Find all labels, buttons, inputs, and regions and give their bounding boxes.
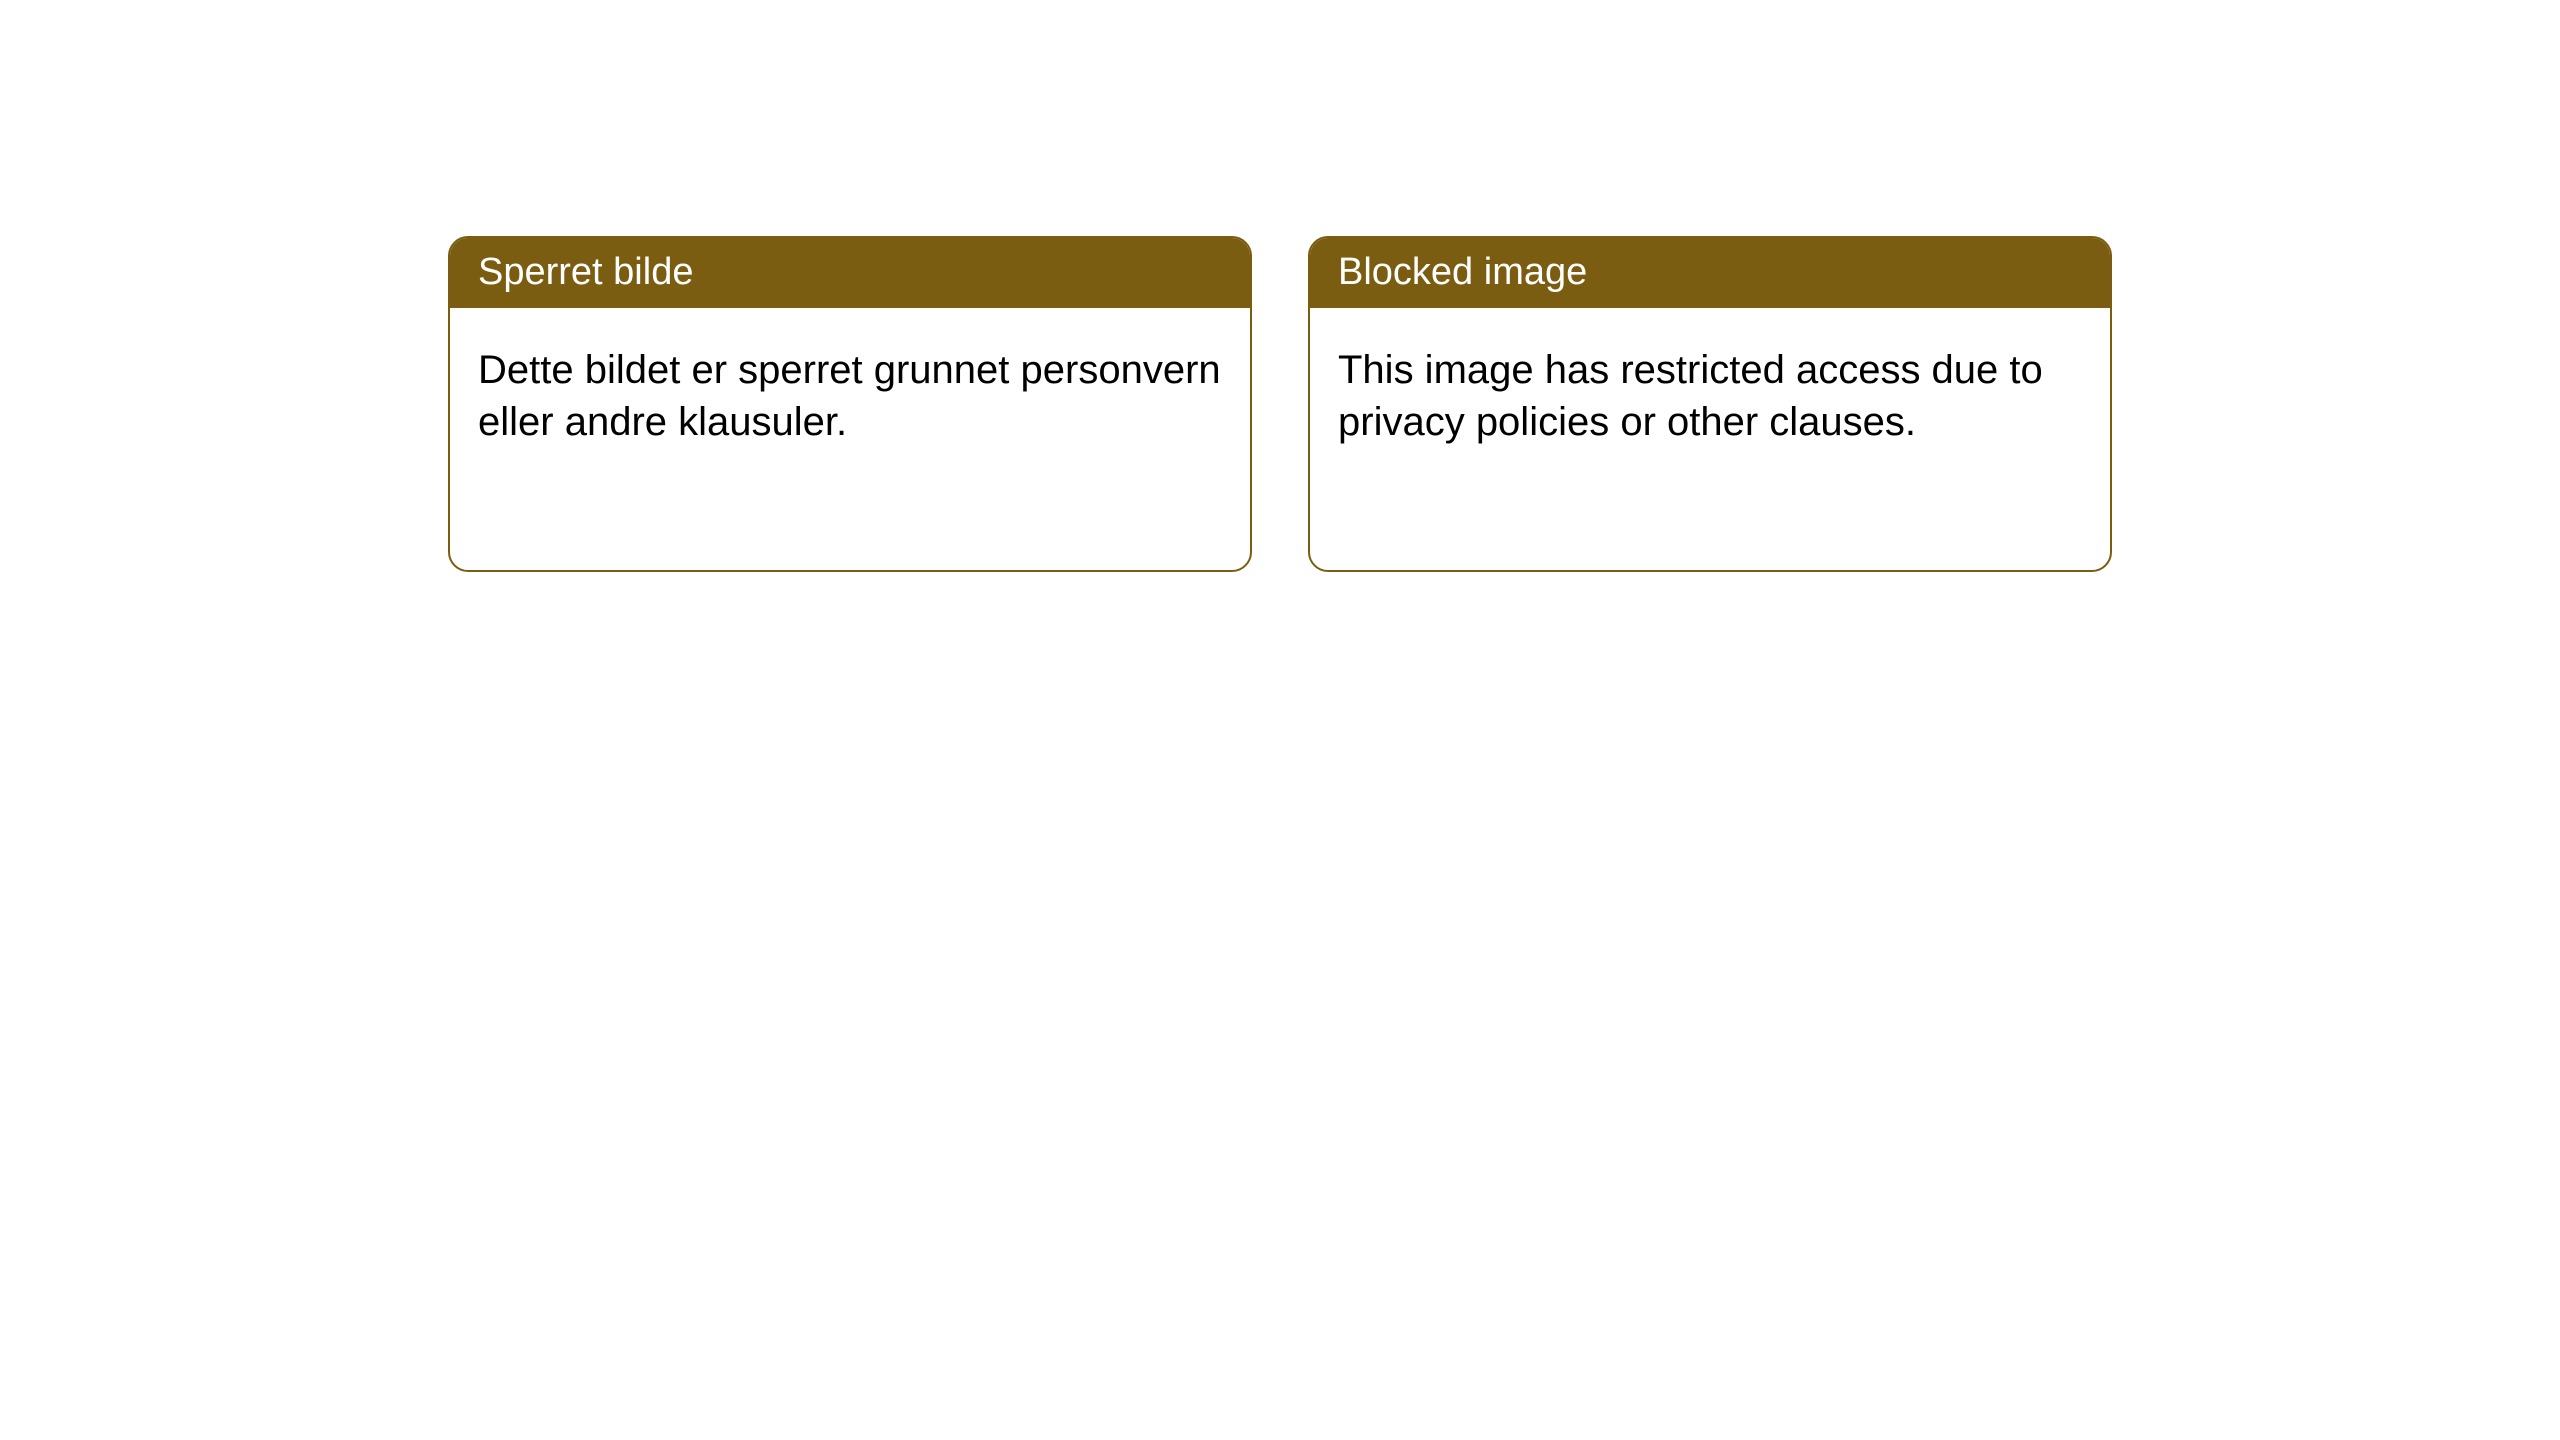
blocked-image-cards: Sperret bilde Dette bildet er sperret gr… [448, 236, 2112, 572]
blocked-image-card-en: Blocked image This image has restricted … [1308, 236, 2112, 572]
card-header-no: Sperret bilde [450, 238, 1250, 308]
card-header-en: Blocked image [1310, 238, 2110, 308]
card-body-no: Dette bildet er sperret grunnet personve… [450, 308, 1250, 484]
card-body-en: This image has restricted access due to … [1310, 308, 2110, 484]
blocked-image-card-no: Sperret bilde Dette bildet er sperret gr… [448, 236, 1252, 572]
